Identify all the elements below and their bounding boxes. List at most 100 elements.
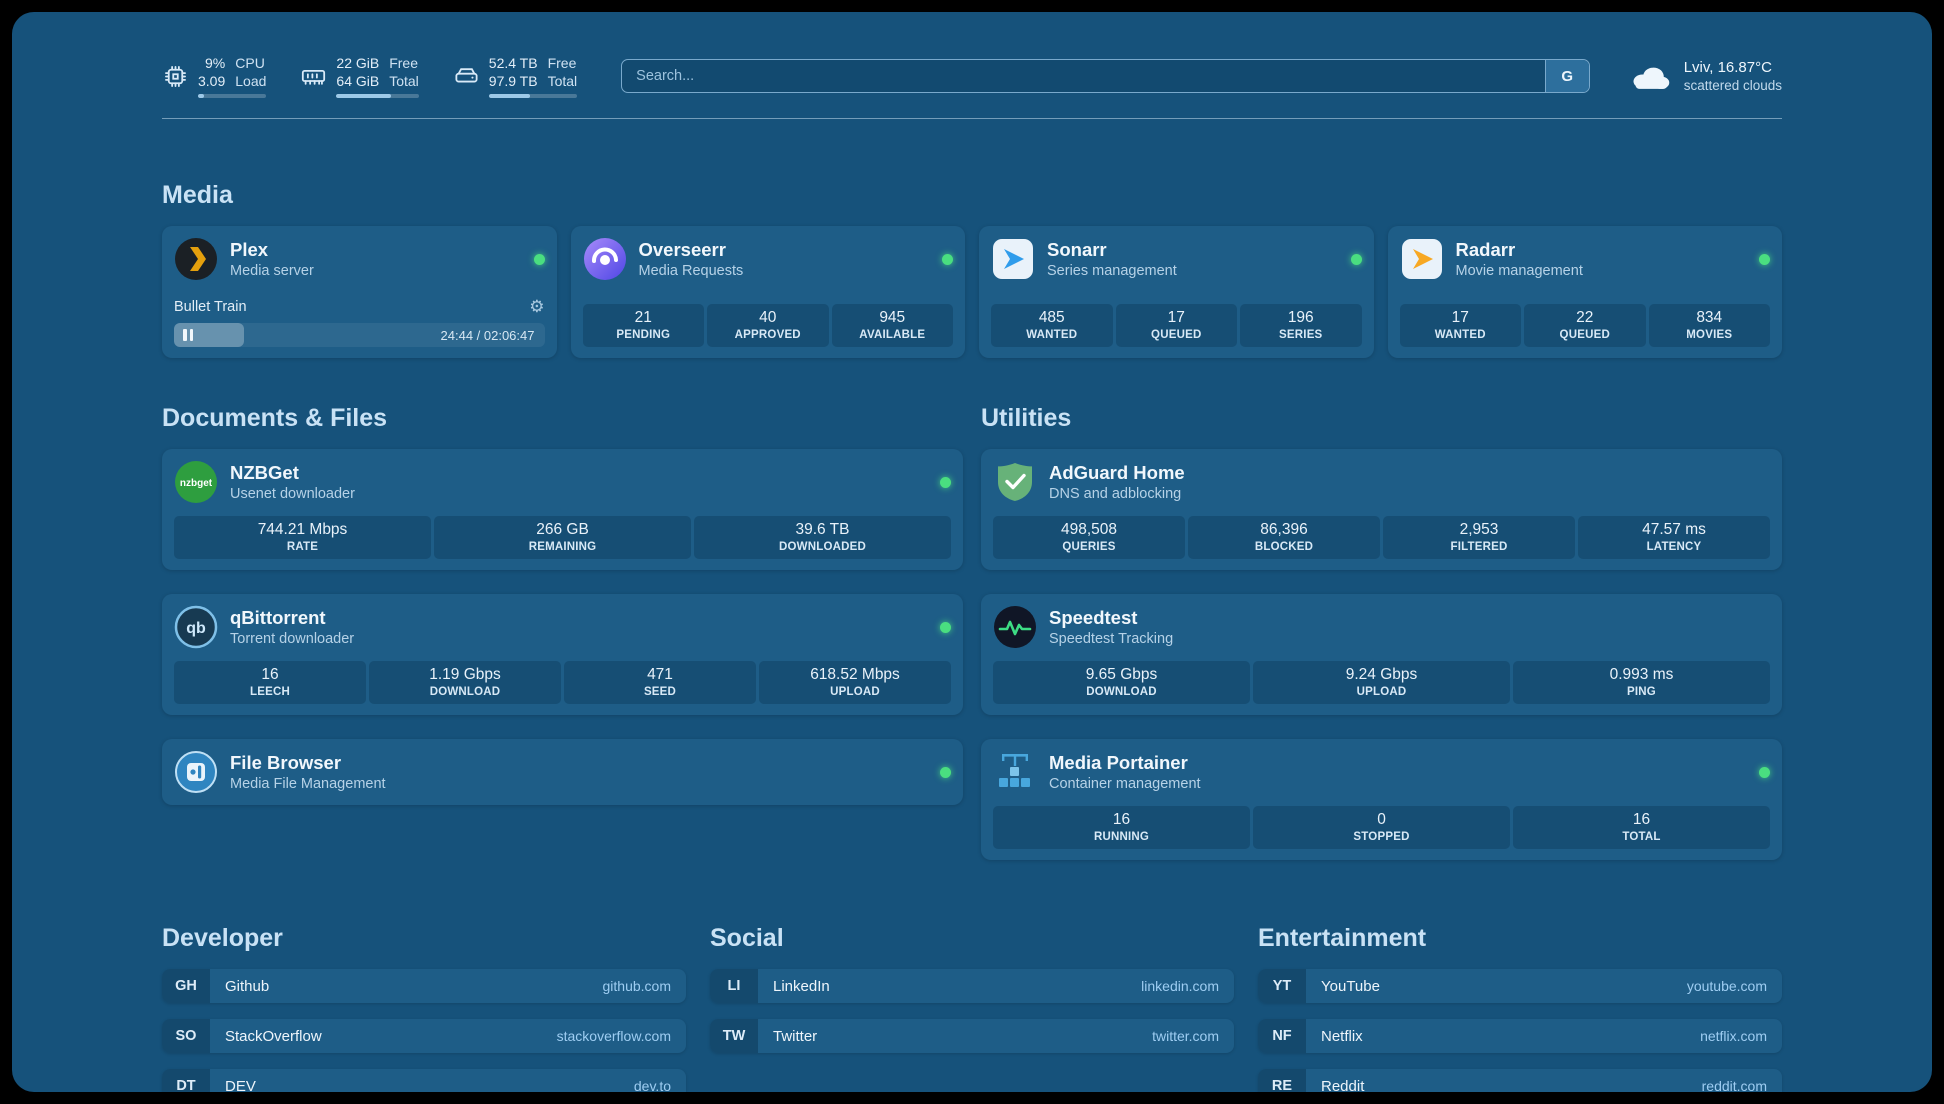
stat-available: 945 AVAILABLE [831, 304, 953, 348]
speedtest-name: Speedtest [1049, 607, 1138, 629]
status-online-dot [533, 253, 545, 265]
resource-widgets: 9% 3.09 CPU Load [162, 54, 578, 99]
overseerr-name: Overseerr [638, 239, 726, 261]
stat-latency: 47.57 ms LATENCY [1578, 516, 1770, 560]
disk-total-label: Total [547, 73, 578, 90]
stat-queries: 498,508 QUERIES [993, 516, 1185, 560]
nzbget-desc: Usenet downloader [230, 486, 355, 503]
stat-upload: 9.24 Gbps UPLOAD [1253, 661, 1510, 705]
stat-queued: 22 QUEUED [1524, 304, 1646, 348]
bookmark-url: linkedin.com [1141, 978, 1219, 995]
overseerr-icon [583, 237, 627, 281]
stat-movies: 834 MOVIES [1648, 304, 1770, 348]
status-online-dot [940, 621, 951, 633]
bookmark-name: YouTube [1321, 977, 1380, 995]
memory-icon [300, 63, 327, 90]
memory-total-value: 64 GiB [336, 73, 380, 90]
stat-wanted: 17 WANTED [1399, 304, 1521, 348]
portainer-desc: Container management [1049, 776, 1201, 793]
bookmark-name: StackOverflow [225, 1027, 322, 1045]
speedtest-card[interactable]: Speedtest Speedtest Tracking 9.65 Gbps D… [981, 594, 1782, 716]
sonarr-desc: Series management [1047, 263, 1177, 280]
bookmark-abbr: LI [710, 969, 758, 1004]
stat-filtered: 2,953 FILTERED [1383, 516, 1575, 560]
sonarr-name: Sonarr [1047, 239, 1107, 261]
pause-icon[interactable] [183, 329, 193, 342]
stat-queued: 17 QUEUED [1115, 304, 1237, 348]
radarr-card[interactable]: Radarr Movie management 17 WANTED 22 QUE… [1387, 226, 1782, 359]
stat-pending: 21 PENDING [582, 304, 704, 348]
plex-card[interactable]: Plex Media server Bullet Train ⚙ [162, 226, 557, 359]
nzbget-name: NZBGet [230, 462, 299, 484]
adguard-desc: DNS and adblocking [1049, 486, 1182, 503]
sonarr-card[interactable]: Sonarr Series management 485 WANTED 17 Q… [979, 226, 1374, 359]
sonarr-icon [991, 237, 1035, 281]
topbar: 9% 3.09 CPU Load [162, 54, 1782, 120]
resource-memory: 22 GiB 64 GiB Free Total [300, 54, 419, 99]
radarr-name: Radarr [1455, 239, 1516, 261]
overseerr-card[interactable]: Overseerr Media Requests 21 PENDING 40 A… [570, 226, 965, 359]
filebrowser-card[interactable]: File Browser Media File Management [162, 739, 963, 806]
bookmark-group-developer: Developer GH Github github.com SO StackO… [162, 924, 686, 1092]
stat-stopped: 0 STOPPED [1253, 806, 1510, 850]
cpu-load-label: Load [235, 73, 267, 90]
bookmark-youtube[interactable]: YT YouTube youtube.com [1258, 969, 1782, 1004]
bookmark-url: netflix.com [1700, 1028, 1767, 1045]
resource-cpu: 9% 3.09 CPU Load [162, 54, 267, 99]
portainer-card[interactable]: Media Portainer Container management 16 … [981, 739, 1782, 861]
cpu-progress-bar [198, 94, 267, 99]
speedtest-desc: Speedtest Tracking [1049, 631, 1174, 648]
bookmark-github[interactable]: GH Github github.com [162, 969, 686, 1004]
stat-running: 16 RUNNING [993, 806, 1250, 850]
bookmark-reddit[interactable]: RE Reddit reddit.com [1258, 1069, 1782, 1092]
disk-progress-bar [488, 94, 578, 99]
cpu-load-value: 3.09 [198, 73, 226, 90]
social-section-title: Social [710, 924, 784, 953]
gear-icon[interactable]: ⚙ [529, 297, 545, 317]
bookmark-linkedin[interactable]: LI LinkedIn linkedin.com [710, 969, 1234, 1004]
dashboard: 9% 3.09 CPU Load [12, 12, 1932, 1092]
status-online-dot [1350, 253, 1362, 265]
plex-desc: Media server [230, 263, 314, 280]
bookmark-netflix[interactable]: NF Netflix netflix.com [1258, 1019, 1782, 1054]
bookmark-url: dev.to [633, 1078, 671, 1092]
adguard-card[interactable]: AdGuard Home DNS and adblocking 498,508 … [981, 449, 1782, 571]
bookmark-twitter[interactable]: TW Twitter twitter.com [710, 1019, 1234, 1054]
cpu-usage-label: CPU [235, 55, 265, 71]
radarr-desc: Movie management [1455, 263, 1583, 280]
playback-progress-bar[interactable]: 24:44 / 02:06:47 [174, 323, 545, 348]
filebrowser-name: File Browser [230, 752, 342, 774]
cpu-icon [162, 63, 189, 90]
section-utilities: Utilities AdGuard Home [981, 404, 1782, 861]
status-online-dot [1759, 766, 1770, 778]
qbittorrent-card[interactable]: qb qBittorrent Torrent downloader [162, 594, 963, 716]
disk-free-label: Free [547, 55, 577, 71]
search-provider-button[interactable]: G [1544, 60, 1589, 93]
media-section-title: Media [162, 181, 233, 210]
overseerr-desc: Media Requests [638, 263, 744, 280]
cpu-usage-value: 9% [205, 55, 226, 71]
bookmark-abbr: SO [162, 1019, 210, 1054]
qbittorrent-name: qBittorrent [230, 607, 326, 629]
plex-name: Plex [230, 239, 269, 261]
bookmark-name: Reddit [1321, 1077, 1365, 1092]
stat-download: 1.19 Gbps DOWNLOAD [369, 661, 561, 705]
weather-widget[interactable]: Lviv, 16.87°C scattered clouds [1628, 59, 1782, 93]
status-online-dot [1759, 253, 1770, 265]
search-input[interactable] [622, 60, 1545, 93]
stat-remaining: 266 GB REMAINING [434, 516, 691, 560]
nzbget-card[interactable]: nzbget NZBGet Usenet downloader 74 [162, 449, 963, 571]
bookmark-url: github.com [602, 978, 671, 995]
svg-text:nzbget: nzbget [180, 478, 213, 489]
stat-download: 9.65 Gbps DOWNLOAD [993, 661, 1250, 705]
portainer-name: Media Portainer [1049, 752, 1188, 774]
memory-progress-bar [336, 94, 419, 99]
now-playing-title: Bullet Train [174, 298, 247, 315]
bookmark-name: Github [225, 977, 270, 995]
adguard-name: AdGuard Home [1049, 462, 1185, 484]
bookmark-stackoverflow[interactable]: SO StackOverflow stackoverflow.com [162, 1019, 686, 1054]
bookmark-abbr: DT [162, 1069, 210, 1092]
bookmark-dev[interactable]: DT DEV dev.to [162, 1069, 686, 1092]
disk-free-value: 52.4 TB [488, 55, 538, 71]
memory-free-value: 22 GiB [336, 55, 380, 71]
